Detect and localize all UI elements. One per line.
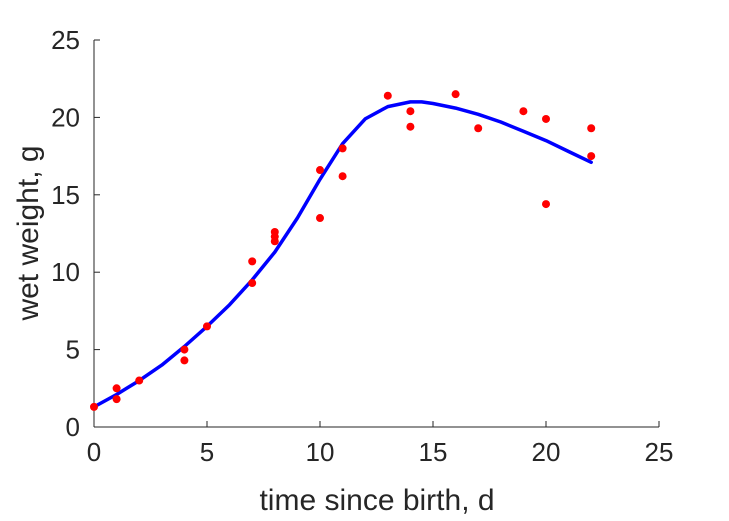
x-tick-label: 15 xyxy=(419,437,448,467)
y-tick-label: 15 xyxy=(51,180,80,210)
data-point xyxy=(270,237,279,246)
data-point xyxy=(406,122,415,131)
data-point xyxy=(519,107,528,116)
data-point xyxy=(338,172,347,181)
data-point xyxy=(180,345,189,354)
y-tick-label: 20 xyxy=(51,102,80,132)
y-tick-label: 5 xyxy=(66,335,80,365)
x-tick-label: 5 xyxy=(200,437,214,467)
data-point xyxy=(135,376,144,385)
data-point xyxy=(248,257,257,266)
axes: 0 5 10 15 20 25 0 5 10 15 20 25 xyxy=(51,25,673,467)
data-point xyxy=(203,322,211,331)
x-tick-label: 25 xyxy=(645,437,674,467)
x-axis-label: time since birth, d xyxy=(259,484,494,517)
data-point xyxy=(316,214,324,223)
y-tick-label: 10 xyxy=(51,257,80,287)
data-point xyxy=(383,91,392,100)
y-tick-label: 0 xyxy=(66,412,80,442)
data-point xyxy=(542,200,550,209)
data-point xyxy=(316,166,324,175)
data-point xyxy=(587,152,596,161)
data-point xyxy=(474,124,483,133)
data-point xyxy=(406,107,415,116)
data-point xyxy=(338,144,347,153)
data-point xyxy=(542,114,550,123)
data-point xyxy=(180,356,189,365)
x-tick-label: 20 xyxy=(532,437,561,467)
y-axis-label: wet weight, g xyxy=(12,145,45,321)
data-point xyxy=(112,395,121,404)
plot-area xyxy=(90,90,596,411)
data-point xyxy=(90,402,98,411)
data-point xyxy=(248,279,257,288)
y-tick-label: 25 xyxy=(51,25,80,55)
data-point xyxy=(587,124,596,133)
data-point xyxy=(451,90,460,99)
data-point xyxy=(112,384,121,393)
x-tick-label: 10 xyxy=(306,437,335,467)
x-tick-label: 0 xyxy=(87,437,101,467)
